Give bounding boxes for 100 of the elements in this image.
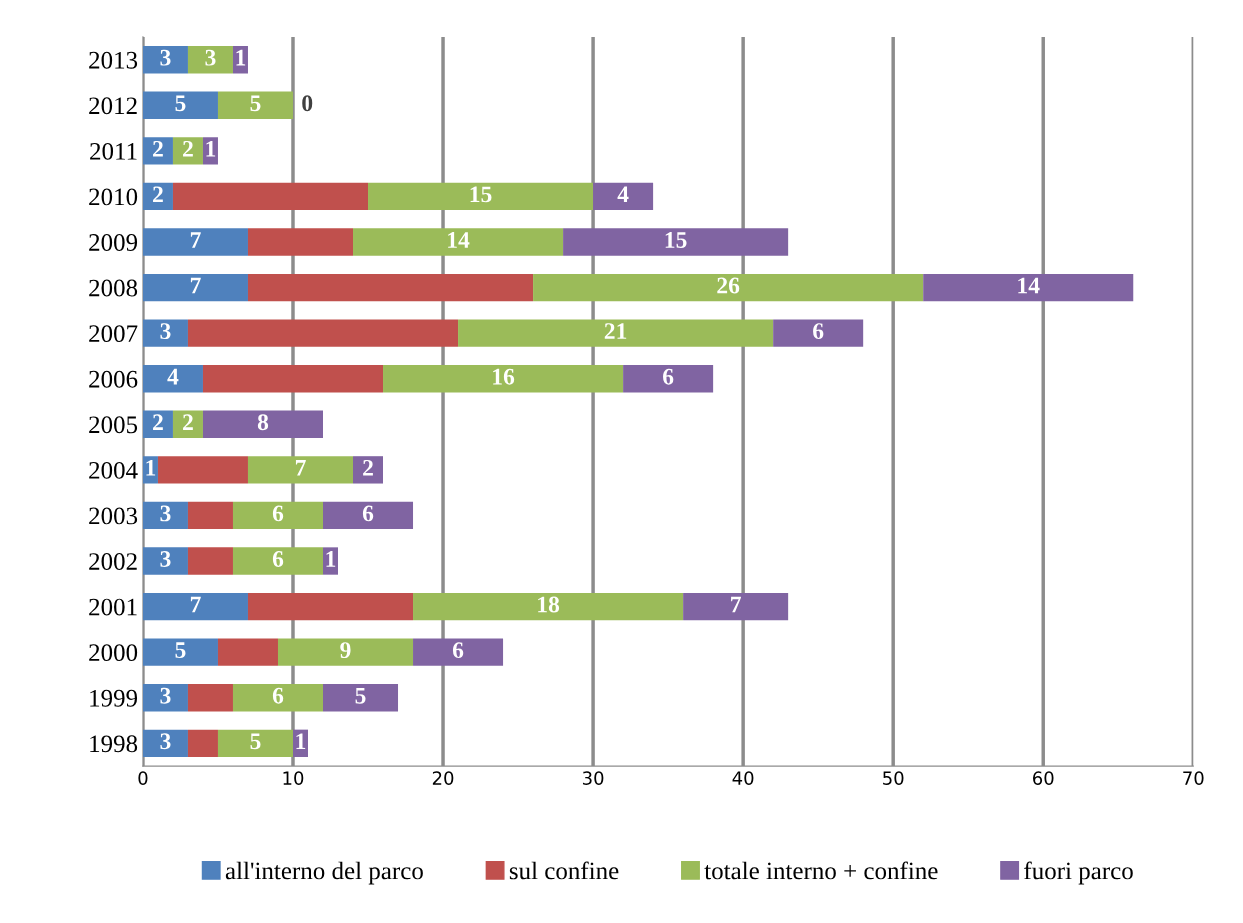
bar	[623, 365, 714, 393]
bar	[142, 592, 248, 621]
y-tick-label: 2007	[89, 325, 138, 343]
data-label: 5	[175, 642, 186, 659]
data-label: 1	[296, 733, 306, 749]
bar	[232, 684, 323, 712]
data-label: 4	[167, 368, 179, 385]
bar	[142, 319, 188, 347]
bar	[593, 182, 654, 211]
y-tick-label: 2004	[89, 461, 138, 479]
x-tick-label: 0	[138, 771, 148, 785]
x-tick-label: 40	[732, 771, 754, 785]
data-label: 1	[146, 459, 156, 476]
bar	[202, 365, 384, 393]
data-label: 3	[160, 551, 171, 567]
bar	[142, 182, 173, 211]
data-label: 5	[250, 95, 261, 112]
bar	[383, 365, 624, 393]
data-label: 1	[236, 49, 246, 66]
x-tick-label: 20	[432, 771, 454, 785]
y-tick-label: 2009	[89, 234, 138, 251]
data-label: 16	[493, 368, 515, 385]
data-label: 7	[190, 277, 201, 294]
y-tick-label: 2008	[89, 279, 138, 297]
y-tick-label: 2011	[90, 142, 137, 160]
bar	[323, 684, 399, 712]
data-label: 1	[206, 140, 216, 157]
data-label: 6	[663, 368, 674, 385]
data-label: 7	[731, 596, 741, 613]
bar	[247, 592, 414, 621]
data-label: 18	[538, 596, 560, 613]
bar	[232, 547, 323, 575]
bar	[142, 228, 248, 256]
bar	[353, 228, 564, 256]
bar	[533, 273, 924, 302]
bar	[683, 592, 789, 621]
bar	[142, 729, 188, 757]
data-label: 5	[355, 687, 366, 704]
data-label: 15	[470, 186, 492, 203]
bar	[172, 137, 203, 165]
y-tick-label: 1999	[90, 689, 138, 707]
bar	[172, 410, 203, 438]
bar	[142, 501, 188, 530]
data-label: 2	[183, 140, 193, 157]
data-label: 8	[257, 414, 269, 431]
data-label: 7	[190, 232, 201, 248]
bar	[232, 501, 323, 530]
data-label: 7	[295, 460, 306, 476]
data-label: 6	[452, 642, 464, 659]
data-label: 3	[160, 323, 171, 340]
data-label: 3	[160, 687, 171, 704]
data-label: 2	[153, 186, 163, 203]
data-label: 14	[448, 232, 470, 248]
y-tick-label: 2012	[89, 97, 137, 115]
bar	[187, 729, 218, 757]
bar	[187, 501, 233, 530]
y-tick-label: 2013	[89, 51, 138, 69]
bar	[157, 456, 248, 484]
x-tick-label: 10	[283, 771, 304, 785]
bar	[142, 410, 173, 438]
data-label: 6	[272, 687, 284, 704]
bar	[458, 319, 774, 347]
data-label: 6	[272, 551, 284, 567]
bar	[142, 137, 173, 165]
bar	[217, 729, 293, 757]
y-tick-label: 2002	[89, 553, 137, 570]
data-label: 6	[272, 505, 284, 522]
data-label: 6	[813, 323, 824, 340]
data-label: 7	[190, 596, 201, 613]
bar	[187, 547, 233, 575]
y-tick-label: 2003	[89, 507, 138, 525]
y-tick-label: 2010	[89, 188, 138, 206]
bar	[142, 547, 188, 575]
bar	[563, 228, 789, 256]
bar	[247, 456, 354, 484]
bar	[142, 365, 203, 393]
bar	[247, 273, 534, 302]
bar	[187, 46, 233, 74]
data-label: 3	[160, 49, 171, 66]
bar	[368, 182, 594, 211]
bar	[172, 182, 369, 211]
data-label: 2	[363, 459, 373, 476]
y-tick-label: 2000	[89, 644, 138, 662]
legend-label: all'interno del parco	[225, 861, 423, 885]
bar	[142, 273, 248, 302]
x-tick-label: 60	[1033, 771, 1054, 785]
bar	[187, 684, 233, 712]
legend-label: sul confine	[509, 861, 619, 880]
bar	[277, 638, 414, 666]
data-label: 26	[717, 277, 740, 294]
bar	[142, 684, 188, 712]
y-tick-label: 2001	[89, 598, 137, 616]
data-label: 5	[250, 733, 261, 750]
data-label: 3	[160, 733, 171, 750]
data-label: 6	[362, 505, 374, 522]
x-tick-label: 50	[883, 771, 904, 785]
legend-label: fuori parco	[1024, 861, 1133, 885]
legend-label: totale interno + confine	[704, 861, 938, 880]
bar	[773, 319, 864, 347]
bar	[202, 410, 323, 438]
